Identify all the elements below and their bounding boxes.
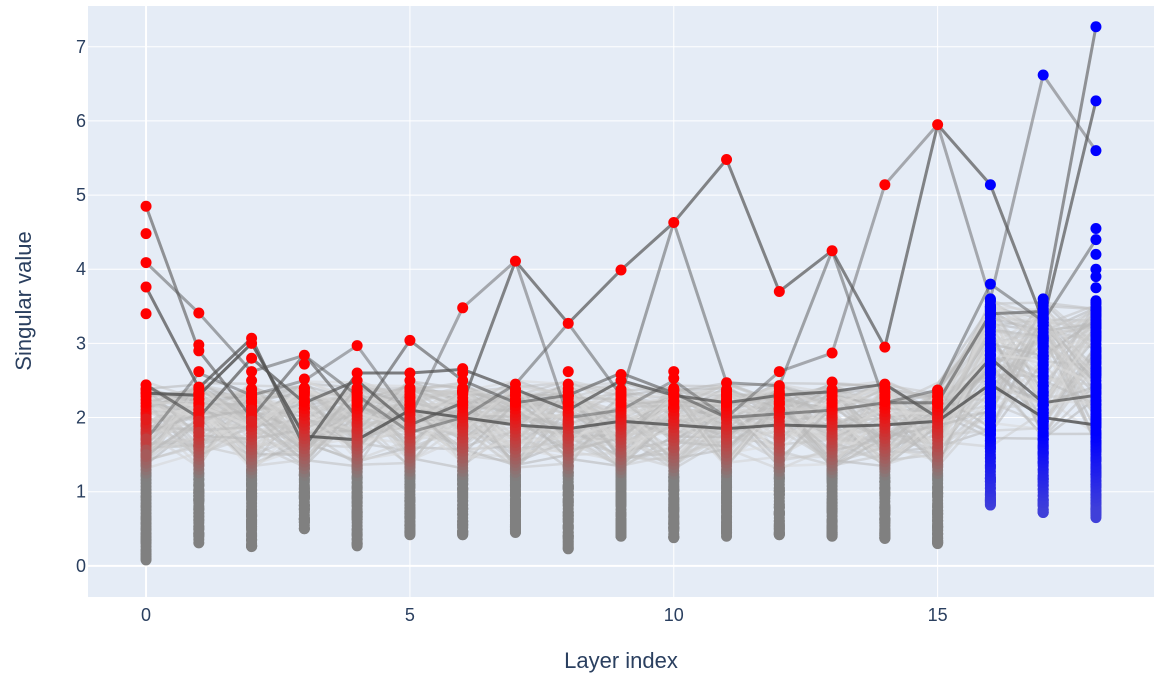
data-point bbox=[984, 300, 996, 312]
data-point bbox=[1090, 21, 1102, 33]
data-point bbox=[879, 341, 891, 353]
y-tick-label: 7 bbox=[76, 37, 86, 57]
data-point bbox=[984, 278, 996, 290]
data-point bbox=[932, 397, 944, 409]
data-point bbox=[140, 387, 152, 399]
data-point bbox=[1090, 297, 1102, 309]
data-point bbox=[140, 433, 152, 445]
data-point bbox=[1090, 145, 1102, 157]
data-point bbox=[509, 255, 521, 267]
data-point bbox=[615, 374, 627, 386]
y-tick-label: 2 bbox=[76, 408, 86, 428]
data-point bbox=[140, 257, 152, 269]
data-point bbox=[351, 340, 363, 352]
y-tick-label: 1 bbox=[76, 482, 86, 502]
data-point bbox=[879, 378, 891, 390]
data-point bbox=[246, 404, 258, 416]
data-point bbox=[140, 535, 152, 547]
data-point bbox=[562, 378, 574, 390]
data-point bbox=[246, 337, 258, 349]
data-point bbox=[298, 382, 310, 394]
data-point bbox=[1037, 293, 1049, 305]
data-point bbox=[721, 397, 733, 409]
data-point bbox=[193, 345, 205, 357]
data-point bbox=[404, 334, 416, 346]
data-point bbox=[879, 179, 891, 191]
data-point bbox=[140, 449, 152, 461]
data-point bbox=[509, 383, 521, 395]
data-point bbox=[298, 373, 310, 385]
data-point bbox=[562, 317, 574, 329]
data-point bbox=[140, 413, 152, 425]
data-point bbox=[1090, 282, 1102, 294]
data-point bbox=[1090, 95, 1102, 107]
data-point bbox=[246, 352, 258, 364]
data-point bbox=[351, 382, 363, 394]
data-point bbox=[826, 376, 838, 388]
data-point bbox=[298, 358, 310, 370]
data-point bbox=[140, 200, 152, 212]
data-point bbox=[246, 415, 258, 427]
data-point bbox=[246, 366, 258, 378]
data-point bbox=[1090, 271, 1102, 283]
data-point bbox=[1090, 234, 1102, 246]
data-point bbox=[668, 372, 680, 384]
data-point bbox=[193, 404, 205, 416]
data-point bbox=[298, 349, 310, 361]
data-point bbox=[826, 347, 838, 359]
y-axis-title: Singular value bbox=[11, 231, 36, 370]
y-tick-labels: 0 1 2 3 4 5 6 7 bbox=[76, 37, 86, 576]
x-axis-title: Layer index bbox=[564, 648, 678, 673]
data-point bbox=[615, 264, 627, 276]
data-point bbox=[773, 380, 785, 392]
data-point bbox=[140, 523, 152, 535]
data-point bbox=[1090, 248, 1102, 260]
data-point bbox=[1037, 311, 1049, 323]
data-point bbox=[140, 228, 152, 240]
data-point bbox=[1037, 69, 1049, 81]
data-point bbox=[140, 552, 152, 564]
y-tick-label: 5 bbox=[76, 185, 86, 205]
data-point bbox=[404, 374, 416, 386]
y-tick-label: 0 bbox=[76, 556, 86, 576]
x-tick-label: 0 bbox=[141, 605, 151, 625]
data-point bbox=[562, 366, 574, 378]
data-point bbox=[140, 281, 152, 293]
data-point bbox=[721, 377, 733, 389]
data-point bbox=[668, 217, 680, 229]
data-points bbox=[140, 21, 1102, 566]
data-point bbox=[140, 501, 152, 513]
data-point bbox=[193, 426, 205, 438]
data-point bbox=[932, 119, 944, 131]
data-point bbox=[721, 153, 733, 165]
y-tick-label: 6 bbox=[76, 111, 86, 131]
data-point bbox=[193, 415, 205, 427]
x-tick-labels: 0 5 10 15 bbox=[141, 605, 948, 625]
data-point bbox=[773, 285, 785, 297]
data-point bbox=[1090, 222, 1102, 234]
data-point bbox=[246, 374, 258, 386]
data-point bbox=[140, 308, 152, 320]
data-point bbox=[984, 179, 996, 191]
data-point bbox=[193, 389, 205, 401]
data-point bbox=[193, 366, 205, 378]
x-tick-label: 15 bbox=[928, 605, 948, 625]
y-tick-label: 4 bbox=[76, 259, 86, 279]
x-tick-label: 5 bbox=[405, 605, 415, 625]
data-point bbox=[668, 385, 680, 397]
x-tick-label: 10 bbox=[664, 605, 684, 625]
data-point bbox=[773, 366, 785, 378]
data-point bbox=[140, 491, 152, 503]
data-point bbox=[246, 389, 258, 401]
data-point bbox=[140, 379, 152, 391]
data-point bbox=[932, 384, 944, 396]
y-tick-label: 3 bbox=[76, 333, 86, 353]
data-point bbox=[193, 307, 205, 319]
data-point bbox=[457, 374, 469, 386]
data-point bbox=[826, 245, 838, 257]
data-point bbox=[457, 302, 469, 314]
data-point bbox=[615, 383, 627, 395]
